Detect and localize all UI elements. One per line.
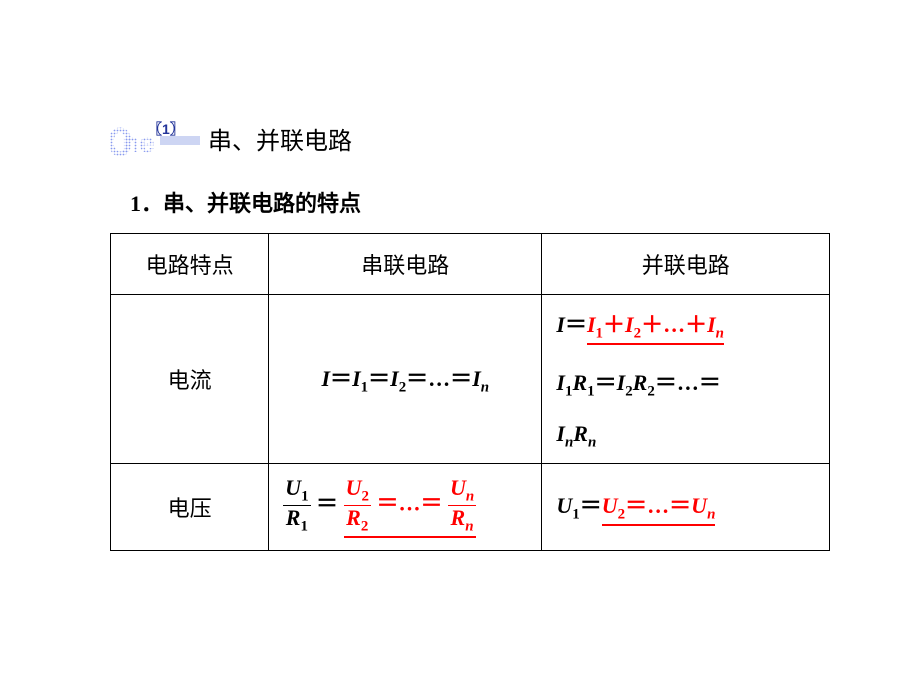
voltage-series-cell: U1R1 ＝ U2R2 ＝…＝ UnRn [269,464,542,551]
current-parallel-cell: I＝I1＋I2＋…＋In I1R1＝I2R2＝…＝ InRn [542,295,830,464]
table-header-row: 电路特点 串联电路 并联电路 [111,234,830,295]
one-logo-icon: ne 〖1〗 [110,120,200,156]
section-header: ne 〖1〗 串、并联电路 [110,120,820,156]
current-parallel-ir2: InRn [556,421,596,451]
voltage-parallel-cell: U1＝U2＝…＝Un [542,464,830,551]
row-current: 电流 I＝I1＝I2＝…＝In I＝I1＋I2＋…＋In I1R1＝I2R2＝…… [111,295,830,464]
voltage-series-formula: U1R1 ＝ U2R2 ＝…＝ UnRn [283,491,476,516]
slide-container: ne 〖1〗 串、并联电路 1．串、并联电路的特点 电路特点 串联电路 并联电路… [0,0,920,551]
current-label: 电流 [111,295,269,464]
svg-text:〖1〗: 〖1〗 [148,121,184,137]
voltage-label: 电压 [111,464,269,551]
row-voltage: 电压 U1R1 ＝ U2R2 ＝…＝ UnRn U1＝U2＝…＝Un [111,464,830,551]
col-header-feature: 电路特点 [111,234,269,295]
circuits-table: 电路特点 串联电路 并联电路 电流 I＝I1＝I2＝…＝In I＝I1＋I2＋…… [110,233,830,551]
subtitle: 1．串、并联电路的特点 [130,186,820,218]
col-header-parallel: 并联电路 [542,234,830,295]
current-series-formula: I＝I1＝I2＝…＝In [321,366,489,391]
current-parallel-sum: I＝I1＋I2＋…＋In [556,307,724,345]
current-series-cell: I＝I1＝I2＝…＝In [269,295,542,464]
voltage-parallel-formula: U1＝U2＝…＝Un [556,493,715,518]
col-header-series: 串联电路 [269,234,542,295]
section-title: 串、并联电路 [208,121,352,156]
current-parallel-ir1: I1R1＝I2R2＝…＝ [556,365,720,400]
